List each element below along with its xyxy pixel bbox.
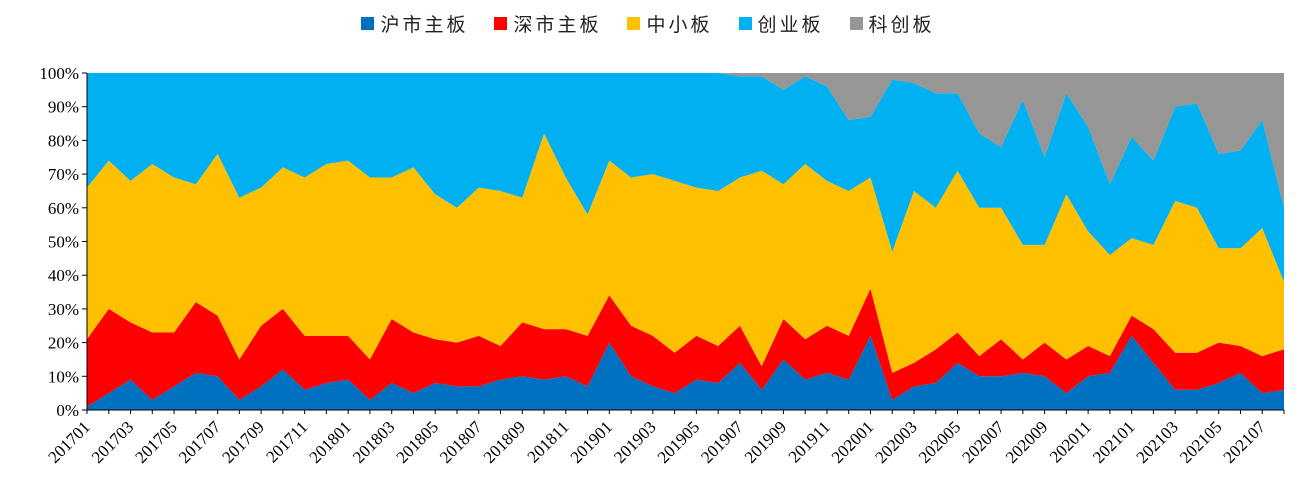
x-tick-label: 201911 <box>785 417 834 466</box>
x-tick-label: 201909 <box>741 417 790 466</box>
legend-label: 沪市主板 <box>380 13 469 36</box>
x-tick-label: 202011 <box>1046 417 1095 466</box>
x-tick-label: 201707 <box>175 417 225 467</box>
legend-item: 沪市主板 <box>361 10 468 37</box>
legend-item: 中小板 <box>627 10 712 37</box>
x-tick-label: 201701 <box>44 417 93 466</box>
x-tick-label: 202101 <box>1089 417 1138 466</box>
y-tick-label: 30% <box>48 300 79 319</box>
x-tick-label: 202103 <box>1133 417 1182 466</box>
y-tick-label: 80% <box>48 131 79 150</box>
chart-legend: 沪市主板 深市主板 中小板 创业板 科创板 <box>0 8 1296 38</box>
legend-item: 深市主板 <box>494 10 601 37</box>
legend-item: 科创板 <box>849 10 935 37</box>
x-tick-label: 201903 <box>610 417 659 466</box>
y-tick-label: 40% <box>48 266 79 285</box>
x-tick-label: 201907 <box>697 417 747 467</box>
legend-label: 深市主板 <box>513 13 602 36</box>
y-tick-label: 20% <box>48 334 79 353</box>
y-tick-label: 70% <box>48 165 79 184</box>
x-tick-label: 201709 <box>218 417 267 466</box>
x-tick-label: 201803 <box>349 417 398 466</box>
x-tick-label: 202001 <box>828 417 877 466</box>
legend-swatch <box>849 16 863 30</box>
legend-swatch <box>494 16 508 30</box>
x-tick-label: 201807 <box>436 417 486 467</box>
y-tick-label: 10% <box>48 367 79 386</box>
x-tick-label: 201711 <box>262 417 311 466</box>
y-tick-label: 0% <box>56 401 79 420</box>
area-series <box>87 73 1284 282</box>
x-tick-label: 201811 <box>524 417 573 466</box>
x-tick-label: 201809 <box>480 417 529 466</box>
x-tick-label: 202003 <box>871 417 920 466</box>
x-tick-label: 201805 <box>393 417 442 466</box>
x-tick-label: 201901 <box>567 417 616 466</box>
x-tick-label: 202009 <box>1002 417 1051 466</box>
y-tick-label: 50% <box>48 233 79 252</box>
area-series <box>87 288 1284 407</box>
legend-swatch <box>738 16 752 30</box>
y-tick-label: 60% <box>48 199 79 218</box>
x-tick-label: 201703 <box>88 417 137 466</box>
legend-label: 创业板 <box>757 13 824 36</box>
x-tick-label: 202107 <box>1220 417 1270 467</box>
area-series <box>87 133 1284 373</box>
x-tick-label: 202105 <box>1176 417 1225 466</box>
y-tick-label: 100% <box>39 64 79 83</box>
area-series <box>87 335 1284 410</box>
legend-swatch <box>627 16 641 30</box>
legend-label: 中小板 <box>646 13 713 36</box>
area-series <box>87 73 1284 208</box>
legend-swatch <box>361 16 375 30</box>
legend-label: 科创板 <box>868 13 935 36</box>
y-tick-label: 90% <box>48 98 79 117</box>
x-tick-label: 202005 <box>915 417 964 466</box>
x-tick-label: 202007 <box>958 417 1008 467</box>
x-tick-label: 201705 <box>131 417 180 466</box>
x-tick-label: 201905 <box>654 417 703 466</box>
x-tick-label: 201801 <box>305 417 354 466</box>
legend-item: 创业板 <box>738 10 824 37</box>
